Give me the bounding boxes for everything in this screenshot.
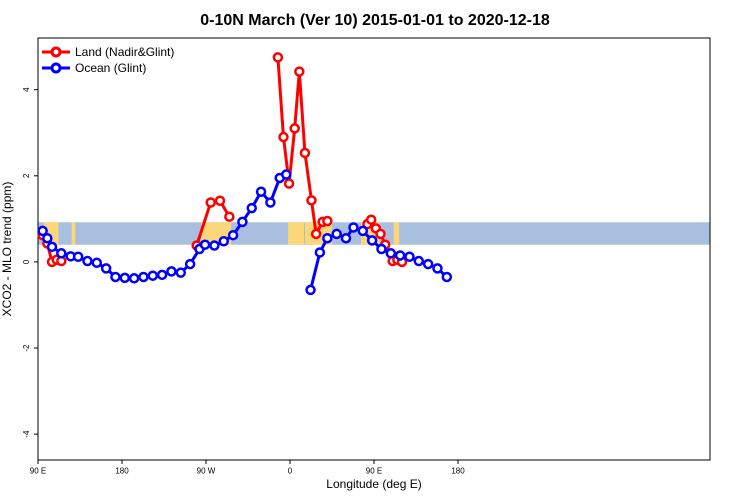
- series-land-line-2: [276, 57, 328, 236]
- series-ocean-point: [46, 241, 58, 253]
- series-ocean-point: [237, 216, 248, 228]
- legend: Land (Nadir&Glint) Ocean (Glint): [42, 45, 174, 75]
- legend-marker-ocean: [50, 62, 62, 74]
- series-ocean-point: [340, 232, 352, 244]
- series-land-point: [278, 131, 289, 143]
- x-axis: 90 E 180 90 W 0 90 E 180: [30, 460, 465, 476]
- series-ocean-point: [331, 228, 342, 240]
- y-tick-label-4: 4: [22, 87, 31, 92]
- series-land-point: [272, 52, 284, 63]
- series-land-point: [375, 228, 386, 240]
- series-ocean-point: [100, 263, 112, 274]
- series-ocean-point: [166, 266, 177, 277]
- series-ocean-point: [366, 235, 378, 246]
- series-ocean-point: [110, 271, 121, 283]
- series-ocean-point: [348, 222, 359, 233]
- series-ocean-point: [246, 202, 257, 214]
- series-ocean-point: [376, 243, 387, 255]
- x-tick-label-0: 90 E: [30, 467, 46, 476]
- series-ocean-point: [119, 272, 131, 284]
- legend-marker-land: [50, 46, 62, 58]
- series-ocean-point: [322, 232, 333, 244]
- series-ocean-point: [357, 225, 369, 237]
- series-ocean-point: [138, 271, 149, 283]
- y-axis: -4 -2 0 2 4: [22, 87, 38, 438]
- series-land-point: [224, 211, 235, 222]
- plot-frame: [37, 37, 711, 461]
- series-ocean-point: [281, 169, 292, 180]
- series-ocean-point: [56, 248, 67, 259]
- series-ocean-point: [42, 232, 53, 244]
- series-layer: [37, 52, 453, 296]
- y-tick-label-2: 0: [22, 259, 31, 264]
- series-ocean-point: [305, 284, 316, 296]
- series-ocean-point: [218, 235, 229, 247]
- landmass-6: [393, 222, 400, 245]
- series-land-point: [310, 228, 322, 240]
- series-ocean-point: [404, 251, 415, 263]
- series-land-point: [306, 195, 317, 206]
- series-land-point: [214, 195, 226, 207]
- y-tick-label-3: 2: [22, 173, 31, 178]
- x-tick-label-2: 90 W: [197, 467, 216, 476]
- x-tick-label-3: 0: [288, 467, 293, 476]
- series-ocean-point: [91, 257, 103, 269]
- series-land-point: [299, 147, 311, 159]
- legend-label-land: Land (Nadir&Glint): [75, 45, 174, 59]
- series-ocean-point: [175, 267, 187, 278]
- series-ocean-point: [413, 255, 425, 267]
- series-ocean-point: [314, 247, 326, 258]
- series-ocean-point: [422, 258, 434, 270]
- series-ocean-point: [265, 197, 276, 208]
- series-ocean-point: [37, 225, 48, 237]
- series-ocean-point: [255, 186, 267, 197]
- series-ocean-point: [394, 250, 406, 261]
- series-ocean-point: [441, 271, 453, 283]
- series-land-point: [205, 197, 216, 208]
- series-land-point: [365, 214, 377, 225]
- y-axis-label: XCO2 - MLO trend (ppm): [0, 182, 14, 317]
- chart-title: 0-10N March (Ver 10) 2015-01-01 to 2020-…: [200, 12, 550, 29]
- series-ocean-point: [184, 258, 196, 270]
- legend-label-ocean: Ocean (Glint): [75, 61, 146, 75]
- series-land-point: [289, 123, 300, 134]
- series-ocean-point: [82, 255, 93, 267]
- x-tick-label-4: 90 E: [366, 467, 382, 476]
- x-tick-label-1: 180: [115, 467, 129, 476]
- series-land-point: [294, 66, 305, 77]
- series-ocean-point: [227, 229, 239, 241]
- series-land-point: [322, 215, 333, 227]
- landmass-1: [71, 222, 76, 245]
- y-tick-label-1: -2: [22, 344, 31, 352]
- series-ocean: [37, 169, 453, 296]
- series-ocean-point: [432, 263, 443, 274]
- x-axis-label: Longitude (deg E): [326, 477, 421, 491]
- series-ocean-point: [199, 239, 211, 250]
- series-ocean-point: [156, 269, 168, 281]
- series-ocean-point: [209, 240, 220, 251]
- series-land-point: [283, 178, 295, 189]
- x-tick-label-5: 180: [451, 467, 465, 476]
- y-tick-label-0: -4: [22, 430, 31, 438]
- series-ocean-point: [128, 273, 140, 284]
- series-ocean-point: [147, 270, 159, 281]
- series-ocean-point: [72, 251, 84, 263]
- landmass-3: [288, 222, 304, 245]
- series-ocean-point: [385, 248, 397, 259]
